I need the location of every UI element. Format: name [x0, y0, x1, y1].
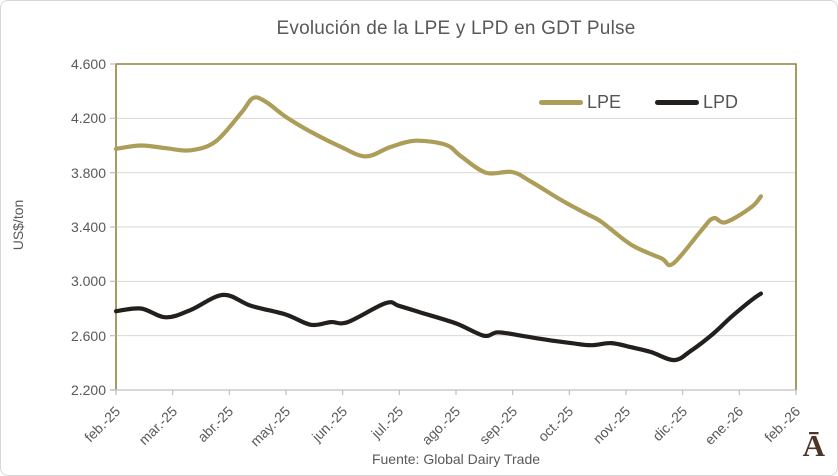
y-tick-label-3.800: 3.800	[70, 164, 106, 181]
legend-label-lpe: LPE	[587, 92, 622, 112]
legend-label-lpd: LPD	[703, 92, 739, 112]
lpe-line-swatch	[539, 100, 583, 105]
legend-item-lpe: LPE	[539, 92, 621, 113]
y-tick-label-2.200: 2.200	[70, 382, 106, 398]
y-tick-label-3.400: 3.400	[70, 219, 106, 235]
y-tick-label-3.000: 3.000	[70, 273, 106, 290]
y-tick-label-4.600: 4.600	[70, 56, 106, 72]
series-line-lpd	[113, 291, 763, 363]
source-note: Fuente: Global Dairy Trade	[371, 451, 541, 467]
legend-item-lpd: LPD	[655, 92, 738, 113]
series-line-lpe	[113, 95, 763, 268]
y-tick-label-2.600: 2.600	[70, 327, 106, 344]
lpd-line-swatch	[655, 100, 700, 105]
brand-logo: Ā	[802, 428, 825, 463]
legend: LPE LPD	[539, 92, 738, 113]
y-tick-label-4.200: 4.200	[70, 110, 106, 127]
chart-title: Evolución de la LPE y LPD en GDT Pulse	[276, 18, 636, 39]
